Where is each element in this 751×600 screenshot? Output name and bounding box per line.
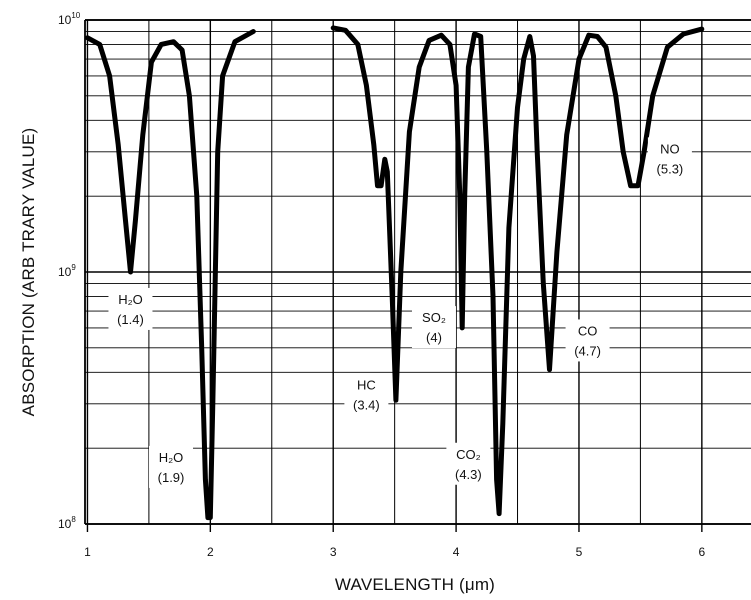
annotation-so2-4: SO₂ (4) <box>411 306 456 349</box>
tick-labels-group: 1 2 3 4 5 6 108 109 1010 <box>58 11 706 559</box>
annotation-line-h2o-19-1: (1.9) <box>158 470 185 485</box>
annotation-bg-no-53 <box>647 137 692 180</box>
annotation-line-hc-34-1: (3.4) <box>353 397 380 412</box>
annotation-line-h2o-19-0: H₂O <box>159 450 184 465</box>
annotation-h2o-14: H₂O (1.4) <box>108 287 153 330</box>
x-tick-label-2: 3 <box>330 545 337 559</box>
series-group <box>85 25 705 521</box>
x-tick-label-3: 4 <box>453 545 460 559</box>
annotation-co2-43: CO₂ (4.3) <box>446 442 491 485</box>
annotation-line-hc-34-0: HC <box>357 377 376 392</box>
annotation-line-co2-43-0: CO₂ <box>456 447 481 462</box>
x-axis-label: WAVELENGTH (μm) <box>335 575 495 594</box>
y-tick-label-0: 108 <box>58 515 76 531</box>
annotation-bg-h2o-14 <box>108 287 153 330</box>
x-tick-label-4: 5 <box>576 545 583 559</box>
annotation-line-no-53-1: (5.3) <box>657 161 684 176</box>
x-tick-label-0: 1 <box>84 545 91 559</box>
plot-frame <box>84 19 751 525</box>
annotation-line-h2o-14-1: (1.4) <box>117 312 144 327</box>
grid <box>85 19 751 525</box>
annotation-line-co-47-0: CO <box>578 323 598 338</box>
y-tick-label-2: 1010 <box>58 11 81 27</box>
y-axis-label: ABSORPTION (ARB TRARY VALUE) <box>19 128 38 417</box>
annotation-line-so2-4-0: SO₂ <box>422 310 446 325</box>
annotation-co-47: CO (4.7) <box>565 319 610 362</box>
annotation-hc-34: HC (3.4) <box>344 373 389 416</box>
annotation-bg-co2-43 <box>446 442 491 485</box>
annotation-no-53: NO (5.3) <box>647 137 692 180</box>
annotation-bg-co-47 <box>565 319 610 362</box>
annotation-bg-hc-34 <box>344 373 389 416</box>
x-tick-label-5: 6 <box>699 545 706 559</box>
absorption-curve-segment-1 <box>330 25 705 517</box>
annotation-line-co-47-1: (4.7) <box>574 343 601 358</box>
annotation-line-h2o-14-0: H₂O <box>118 292 143 307</box>
x-tick-label-1: 2 <box>207 545 214 559</box>
annotation-line-so2-4-1: (4) <box>426 330 442 345</box>
annotation-h2o-19: H₂O (1.9) <box>149 445 194 488</box>
y-tick-label-1: 109 <box>58 263 76 279</box>
annotation-bg-h2o-19 <box>149 445 194 488</box>
annotation-line-no-53-0: NO <box>660 141 680 156</box>
annotation-bg-so2-4 <box>411 306 456 349</box>
annotations-group: H₂O (1.4) H₂O (1.9) HC (3.4) SO₂ (4) CO₂ (4.3) CO (… <box>108 137 692 488</box>
annotation-line-co2-43-1: (4.3) <box>455 467 482 482</box>
absorption-curve-segment-0 <box>85 29 256 521</box>
